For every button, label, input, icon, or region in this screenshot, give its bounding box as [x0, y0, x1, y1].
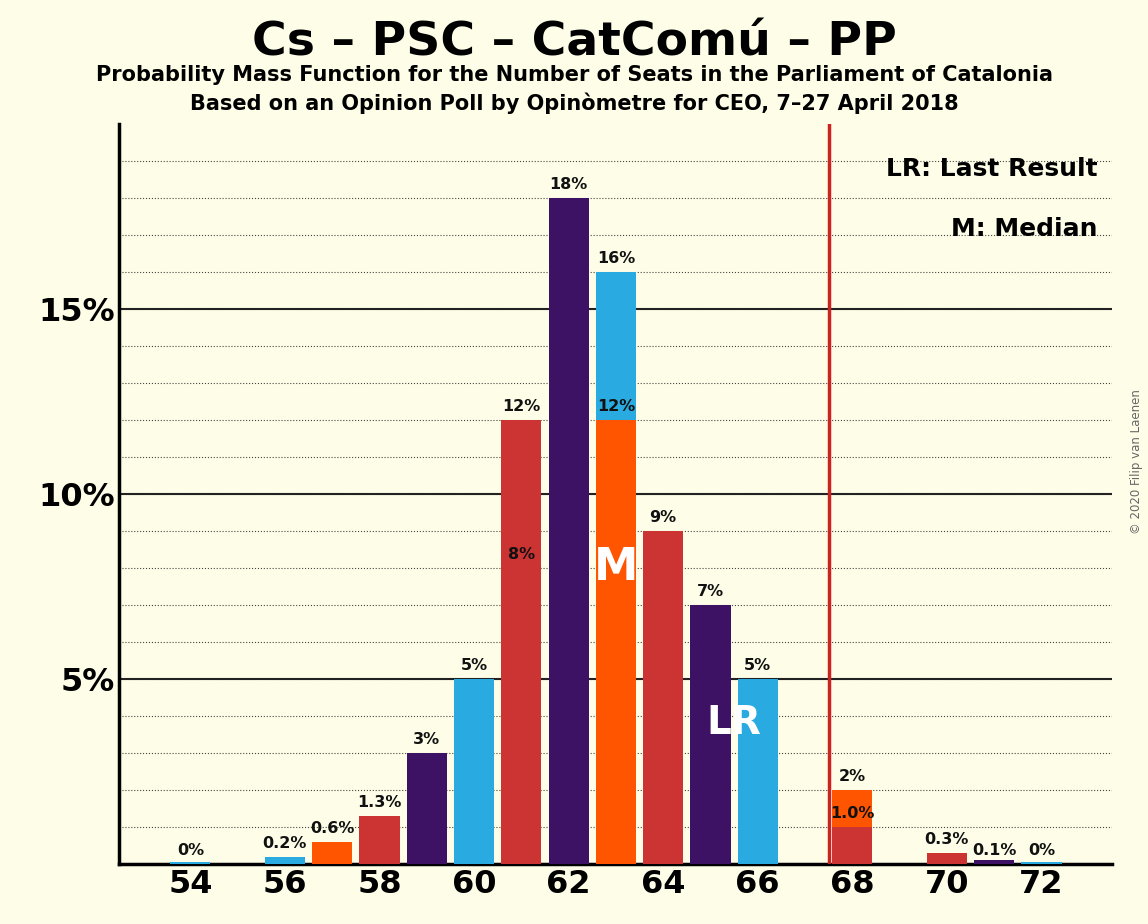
Bar [502, 568, 542, 864]
Text: © 2020 Filip van Laenen: © 2020 Filip van Laenen [1130, 390, 1143, 534]
Text: 1.3%: 1.3% [357, 796, 402, 810]
Bar [974, 860, 1014, 864]
Bar [832, 790, 872, 864]
Text: 2%: 2% [839, 770, 866, 784]
Bar [453, 679, 494, 864]
Text: M: Median: M: Median [951, 216, 1097, 240]
Bar [406, 753, 447, 864]
Bar [738, 679, 778, 864]
Bar [690, 605, 730, 864]
Text: 12%: 12% [502, 399, 541, 415]
Bar [170, 862, 210, 864]
Text: 0.3%: 0.3% [924, 833, 969, 847]
Text: 12%: 12% [597, 399, 635, 415]
Text: LR: LR [707, 704, 761, 742]
Text: 9%: 9% [650, 510, 676, 526]
Bar [926, 853, 967, 864]
Bar [359, 816, 400, 864]
Text: Probability Mass Function for the Number of Seats in the Parliament of Catalonia: Probability Mass Function for the Number… [95, 65, 1053, 85]
Text: 3%: 3% [413, 733, 441, 748]
Bar [312, 842, 352, 864]
Text: Cs – PSC – CatComú – PP: Cs – PSC – CatComú – PP [251, 20, 897, 66]
Text: 5%: 5% [460, 659, 488, 674]
Bar [1022, 862, 1062, 864]
Text: 0.1%: 0.1% [972, 844, 1016, 858]
Text: 0.6%: 0.6% [310, 821, 355, 836]
Bar [596, 420, 636, 864]
Text: 16%: 16% [597, 251, 635, 266]
Bar [643, 531, 683, 864]
Text: 0%: 0% [1027, 844, 1055, 858]
Text: M: M [594, 546, 638, 590]
Bar [549, 198, 589, 864]
Bar [832, 827, 872, 864]
Text: 8%: 8% [507, 547, 535, 563]
Text: Based on an Opinion Poll by Opinòmetre for CEO, 7–27 April 2018: Based on an Opinion Poll by Opinòmetre f… [189, 92, 959, 114]
Text: 0.2%: 0.2% [263, 836, 308, 851]
Bar [596, 272, 636, 864]
Text: 7%: 7% [697, 584, 724, 600]
Text: 18%: 18% [550, 177, 588, 192]
Bar [265, 857, 305, 864]
Text: 5%: 5% [744, 659, 771, 674]
Text: 0%: 0% [177, 844, 204, 858]
Text: LR: Last Result: LR: Last Result [886, 157, 1097, 181]
Bar [502, 420, 542, 864]
Text: 1.0%: 1.0% [830, 807, 875, 821]
